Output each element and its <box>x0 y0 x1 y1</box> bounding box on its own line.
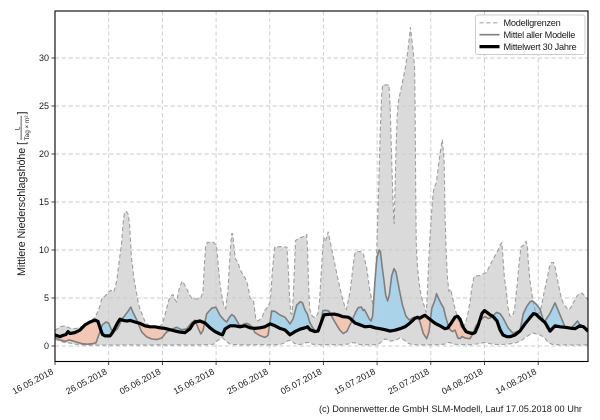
svg-text:Mittlere Niederschlagshöhe [: Mittlere Niederschlagshöhe [ <box>16 142 28 276</box>
svg-text:25: 25 <box>39 101 49 111</box>
svg-text:(c) Donnerwetter.de GmbH SLM-M: (c) Donnerwetter.de GmbH SLM-Modell, Lau… <box>319 404 582 414</box>
svg-text:Mittelwert 30 Jahre: Mittelwert 30 Jahre <box>504 42 577 52</box>
svg-text:20: 20 <box>39 149 49 159</box>
svg-text:5: 5 <box>44 293 49 303</box>
svg-text:L: L <box>15 126 22 130</box>
svg-text:Tag × m²: Tag × m² <box>24 115 31 140</box>
svg-text:0: 0 <box>44 341 49 351</box>
svg-text:15: 15 <box>39 197 49 207</box>
svg-text:30: 30 <box>39 53 49 63</box>
svg-text:Mittel aller Modelle: Mittel aller Modelle <box>504 30 576 40</box>
svg-text:Modellgrenzen: Modellgrenzen <box>504 18 561 28</box>
svg-text:]: ] <box>16 112 28 115</box>
svg-text:10: 10 <box>39 245 49 255</box>
